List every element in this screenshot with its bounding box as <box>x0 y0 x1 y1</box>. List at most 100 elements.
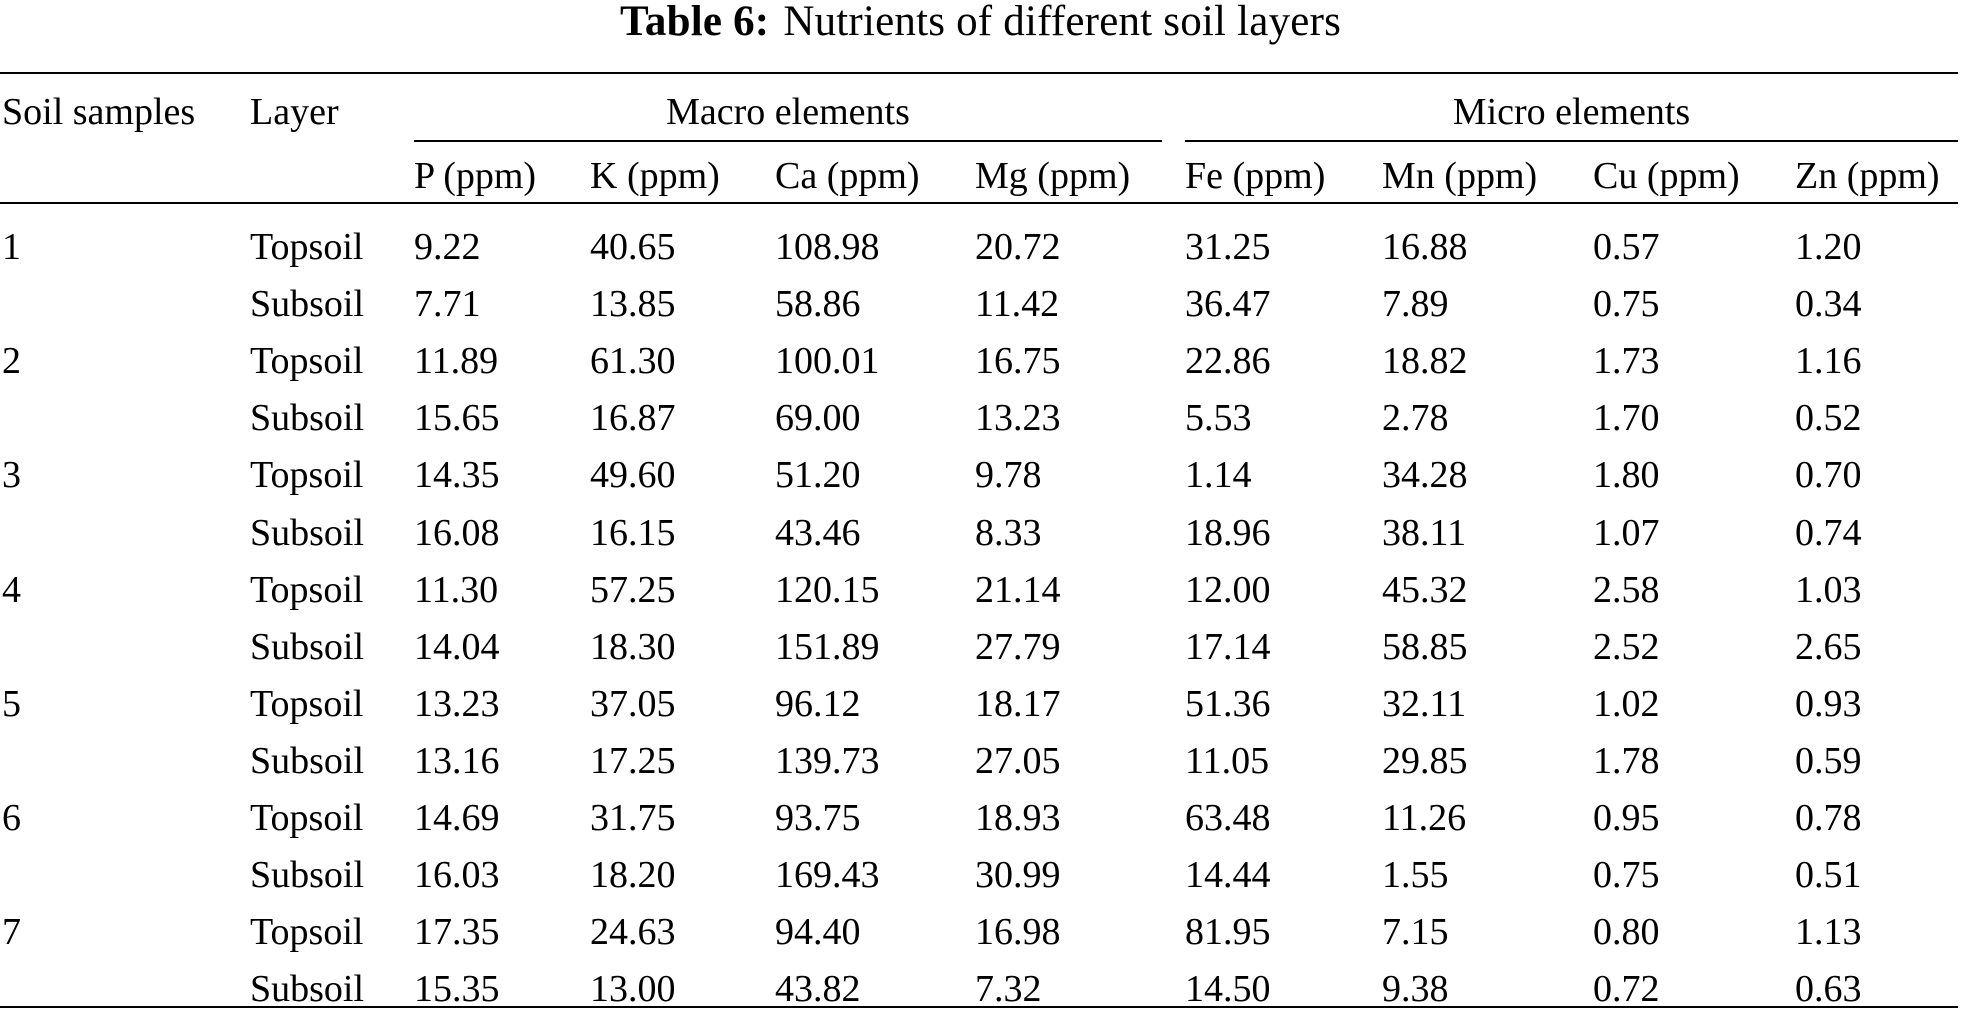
cell-cu: 0.80 <box>1593 911 1660 954</box>
cell-mg: 13.23 <box>975 397 1061 440</box>
cell-ca: 43.82 <box>775 968 861 1011</box>
cell-p: 17.35 <box>414 911 500 954</box>
cell-mg: 16.98 <box>975 911 1061 954</box>
cell-mn: 11.26 <box>1382 797 1467 839</box>
cell-layer: Subsoil <box>250 854 365 897</box>
cell-mn: 58.85 <box>1382 625 1468 668</box>
cell-layer: Subsoil <box>250 283 365 326</box>
cell-cu: 0.95 <box>1593 797 1660 839</box>
table-title-text: Nutrients of different soil layers <box>783 0 1342 45</box>
cell-cu: 1.02 <box>1593 682 1660 725</box>
table-row: Subsoil 15.35 13.00 43.82 7.32 14.50 9.38 0.72 0… <box>0 969 1961 1026</box>
cell-p: 13.16 <box>414 739 500 782</box>
header-cu: Cu (ppm) <box>1593 155 1740 197</box>
cell-p: 14.69 <box>414 797 500 839</box>
cell-k: 16.15 <box>590 511 676 554</box>
cell-k: 18.20 <box>590 854 676 897</box>
cell-layer: Subsoil <box>250 739 365 782</box>
cell-zn: 0.93 <box>1795 682 1862 725</box>
cell-sample: 5 <box>2 682 21 725</box>
cell-cu: 1.78 <box>1593 739 1660 782</box>
micro-group-rule <box>1185 140 1958 142</box>
cell-mg: 27.05 <box>975 739 1061 782</box>
cell-zn: 0.52 <box>1795 397 1862 440</box>
table-row: 5 Topsoil 13.23 37.05 96.12 18.17 51.36 32.11 1.… <box>0 684 1961 741</box>
header-zn: Zn (ppm) <box>1795 155 1940 197</box>
cell-cu: 1.73 <box>1593 340 1660 383</box>
cell-mg: 16.75 <box>975 340 1061 383</box>
cell-p: 7.71 <box>414 283 481 326</box>
cell-layer: Topsoil <box>250 454 364 497</box>
cell-k: 18.30 <box>590 625 676 668</box>
cell-cu: 0.75 <box>1593 854 1660 897</box>
cell-ca: 69.00 <box>775 397 861 440</box>
cell-fe: 36.47 <box>1185 283 1271 326</box>
cell-k: 24.63 <box>590 911 676 954</box>
header-k: K (ppm) <box>590 155 720 197</box>
cell-sample: 4 <box>2 568 21 611</box>
cell-layer: Topsoil <box>250 340 364 383</box>
cell-fe: 1.14 <box>1185 454 1252 497</box>
cell-sample: 6 <box>2 797 21 839</box>
cell-mn: 9.38 <box>1382 968 1449 1011</box>
cell-sample: 3 <box>2 454 21 497</box>
cell-sample: 7 <box>2 911 21 954</box>
table-row: 3 Topsoil 14.35 49.60 51.20 9.78 1.14 34.28 1.80… <box>0 455 1961 512</box>
table-row: 4 Topsoil 11.30 57.25 120.15 21.14 12.00 45.32 2… <box>0 570 1961 627</box>
header-macro-elements: Macro elements <box>666 91 910 133</box>
cell-mg: 18.93 <box>975 797 1061 839</box>
header-layer: Layer <box>250 91 339 133</box>
cell-ca: 43.46 <box>775 511 861 554</box>
header-p: P (ppm) <box>414 155 537 197</box>
cell-fe: 11.05 <box>1185 739 1270 782</box>
cell-mn: 45.32 <box>1382 568 1468 611</box>
cell-p: 14.35 <box>414 454 500 497</box>
cell-fe: 17.14 <box>1185 625 1271 668</box>
cell-mg: 30.99 <box>975 854 1061 897</box>
table-row: 1 Topsoil 9.22 40.65 108.98 20.72 31.25 16.88 0.… <box>0 227 1961 284</box>
cell-fe: 14.44 <box>1185 854 1271 897</box>
cell-p: 15.65 <box>414 397 500 440</box>
cell-mn: 2.78 <box>1382 397 1449 440</box>
cell-zn: 1.13 <box>1795 911 1862 954</box>
cell-mg: 27.79 <box>975 625 1061 668</box>
cell-cu: 0.75 <box>1593 283 1660 326</box>
cell-cu: 2.58 <box>1593 568 1660 611</box>
cell-cu: 0.72 <box>1593 968 1660 1011</box>
cell-k: 40.65 <box>590 226 676 268</box>
cell-p: 13.23 <box>414 682 500 725</box>
cell-mn: 32.11 <box>1382 682 1467 725</box>
cell-layer: Subsoil <box>250 511 365 554</box>
cell-p: 16.03 <box>414 854 500 897</box>
cell-k: 31.75 <box>590 797 676 839</box>
cell-p: 11.30 <box>414 568 499 611</box>
cell-layer: Topsoil <box>250 226 364 268</box>
cell-mg: 11.42 <box>975 283 1060 326</box>
table-row: 2 Topsoil 11.89 61.30 100.01 16.75 22.86 18.82 1… <box>0 341 1961 398</box>
cell-ca: 169.43 <box>775 854 880 897</box>
cell-cu: 0.57 <box>1593 226 1660 268</box>
cell-ca: 96.12 <box>775 682 861 725</box>
cell-zn: 0.63 <box>1795 968 1862 1011</box>
cell-fe: 51.36 <box>1185 682 1271 725</box>
cell-mn: 7.89 <box>1382 283 1449 326</box>
table-row: 7 Topsoil 17.35 24.63 94.40 16.98 81.95 7.15 0.8… <box>0 912 1961 969</box>
cell-ca: 58.86 <box>775 283 861 326</box>
cell-fe: 18.96 <box>1185 511 1271 554</box>
cell-mn: 1.55 <box>1382 854 1449 897</box>
table-row: Subsoil 16.08 16.15 43.46 8.33 18.96 38.11 1.07… <box>0 513 1961 570</box>
cell-mn: 18.82 <box>1382 340 1468 383</box>
cell-mg: 21.14 <box>975 568 1061 611</box>
cell-layer: Topsoil <box>250 568 364 611</box>
cell-layer: Subsoil <box>250 625 365 668</box>
cell-sample: 2 <box>2 340 21 383</box>
cell-fe: 14.50 <box>1185 968 1271 1011</box>
table-top-rule <box>0 72 1958 74</box>
cell-zn: 1.16 <box>1795 340 1862 383</box>
table-row: 6 Topsoil 14.69 31.75 93.75 18.93 63.48 11.26 0.… <box>0 798 1961 855</box>
cell-zn: 0.70 <box>1795 454 1862 497</box>
cell-k: 37.05 <box>590 682 676 725</box>
cell-zn: 1.03 <box>1795 568 1862 611</box>
cell-cu: 1.07 <box>1593 511 1660 554</box>
cell-fe: 31.25 <box>1185 226 1271 268</box>
